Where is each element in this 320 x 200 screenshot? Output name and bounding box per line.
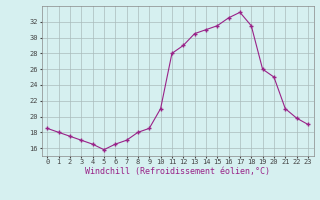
X-axis label: Windchill (Refroidissement éolien,°C): Windchill (Refroidissement éolien,°C)	[85, 167, 270, 176]
